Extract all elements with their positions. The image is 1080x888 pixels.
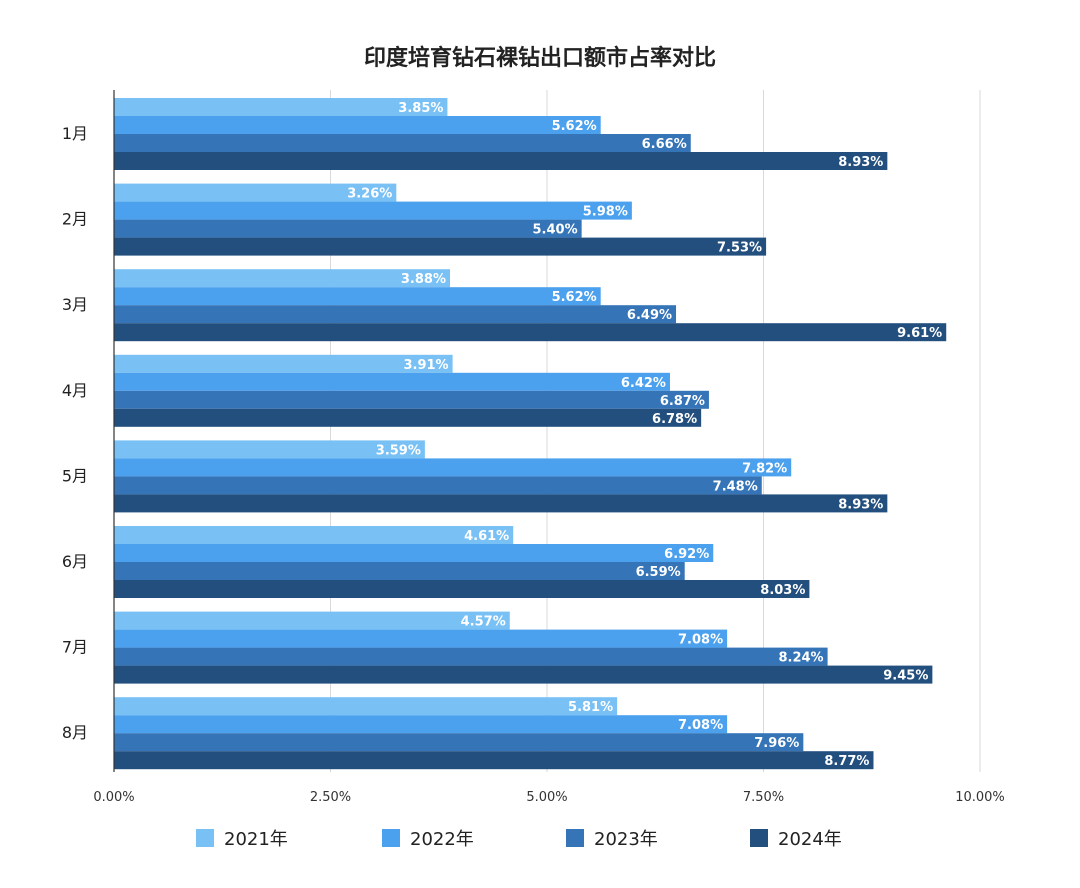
bar: [114, 611, 510, 630]
legend-swatch: [382, 829, 400, 847]
bar: [114, 647, 828, 666]
data-label: 6.59%: [636, 565, 681, 580]
chart-title: 印度培育钻石裸钻出口额市占率对比: [363, 46, 716, 71]
legend-label: 2023年: [594, 829, 658, 850]
bar: [114, 494, 888, 513]
data-label: 3.88%: [401, 272, 446, 287]
data-label: 8.24%: [778, 651, 823, 666]
data-label: 5.98%: [583, 205, 628, 220]
data-label: 6.49%: [627, 308, 672, 323]
data-labels: 3.85% 5.62% 6.66% 8.93% 3.26% 5.98% 5.40% 7.53%…: [347, 101, 942, 769]
legend-swatch: [750, 829, 768, 847]
bar: [114, 697, 618, 716]
bars: [114, 98, 947, 770]
data-label: 8.93%: [838, 497, 883, 512]
y-category-label: 3月: [62, 295, 88, 314]
y-category-label: 7月: [62, 638, 88, 657]
bar: [114, 323, 947, 342]
data-label: 3.59%: [376, 443, 421, 458]
data-label: 6.92%: [664, 547, 709, 562]
x-tick-label: 5.00%: [526, 790, 567, 805]
legend-label: 2022年: [410, 829, 474, 850]
legend-item-2022: 2022年: [382, 826, 474, 850]
bar: [114, 440, 425, 459]
data-label: 7.96%: [754, 736, 799, 751]
legend-item-2023: 2023年: [566, 826, 658, 850]
bar: [114, 305, 677, 324]
legend-swatch: [566, 829, 584, 847]
data-label: 5.81%: [568, 700, 613, 715]
bar: [114, 715, 728, 734]
x-tick-label: 7.50%: [743, 790, 784, 805]
x-tick-label: 0.00%: [93, 790, 134, 805]
data-label: 3.85%: [398, 101, 443, 116]
data-label: 4.57%: [461, 615, 506, 630]
data-label: 9.61%: [897, 326, 942, 341]
x-tick-label: 10.00%: [955, 790, 1005, 805]
y-category-label: 8月: [62, 723, 88, 742]
bar: [114, 526, 514, 544]
data-label: 6.78%: [652, 412, 697, 427]
legend-item-2024: 2024年: [750, 826, 842, 850]
legend-label: 2021年: [224, 829, 288, 850]
data-label: 7.82%: [742, 461, 787, 476]
data-label: 7.08%: [678, 718, 723, 733]
data-label: 8.93%: [838, 155, 883, 170]
bar: [114, 98, 448, 116]
data-label: 7.08%: [678, 633, 723, 648]
data-label: 7.48%: [713, 479, 758, 494]
legend-label: 2024年: [778, 829, 842, 850]
legend-swatch: [196, 829, 214, 847]
y-category-label: 6月: [62, 552, 88, 571]
bar: [114, 354, 453, 373]
data-label: 6.42%: [621, 376, 666, 391]
bar: [114, 219, 582, 238]
y-category-label: 5月: [62, 466, 88, 485]
bar: [114, 458, 792, 477]
bar: [114, 287, 601, 306]
bar: [114, 390, 709, 409]
bar: [114, 237, 767, 256]
axes: 0.00% 2.50% 5.00% 7.50% 10.00% 1月 2月 3月 4月 5月 6月 7月…: [62, 90, 1005, 805]
data-label: 6.87%: [660, 394, 705, 409]
data-label: 9.45%: [883, 669, 928, 684]
data-label: 5.40%: [533, 223, 578, 238]
bar: [114, 544, 714, 562]
data-label: 4.61%: [464, 529, 509, 544]
x-tick-label: 2.50%: [310, 790, 351, 805]
bar: [114, 201, 632, 220]
data-label: 8.77%: [824, 754, 869, 769]
data-label: 5.62%: [552, 290, 597, 305]
y-category-label: 1月: [62, 124, 88, 143]
data-label: 7.53%: [717, 241, 762, 256]
bar: [114, 580, 810, 598]
legend-item-2021: 2021年: [196, 826, 288, 850]
bar: [114, 751, 874, 770]
bar: [114, 183, 397, 202]
data-label: 3.26%: [347, 187, 392, 202]
bar: [114, 476, 762, 495]
bar: [114, 116, 601, 134]
bar: [114, 152, 888, 170]
bar: [114, 562, 685, 580]
data-label: 5.62%: [552, 119, 597, 134]
data-label: 8.03%: [760, 583, 805, 598]
y-category-label: 2月: [62, 210, 88, 229]
bar: [114, 408, 702, 427]
bar: [114, 269, 451, 288]
y-category-label: 4月: [62, 381, 88, 400]
bar: [114, 733, 804, 752]
bar: [114, 372, 670, 391]
data-label: 6.66%: [642, 137, 687, 152]
bar: [114, 629, 728, 648]
bar: [114, 134, 691, 152]
data-label: 3.91%: [403, 358, 448, 373]
bar: [114, 665, 933, 684]
